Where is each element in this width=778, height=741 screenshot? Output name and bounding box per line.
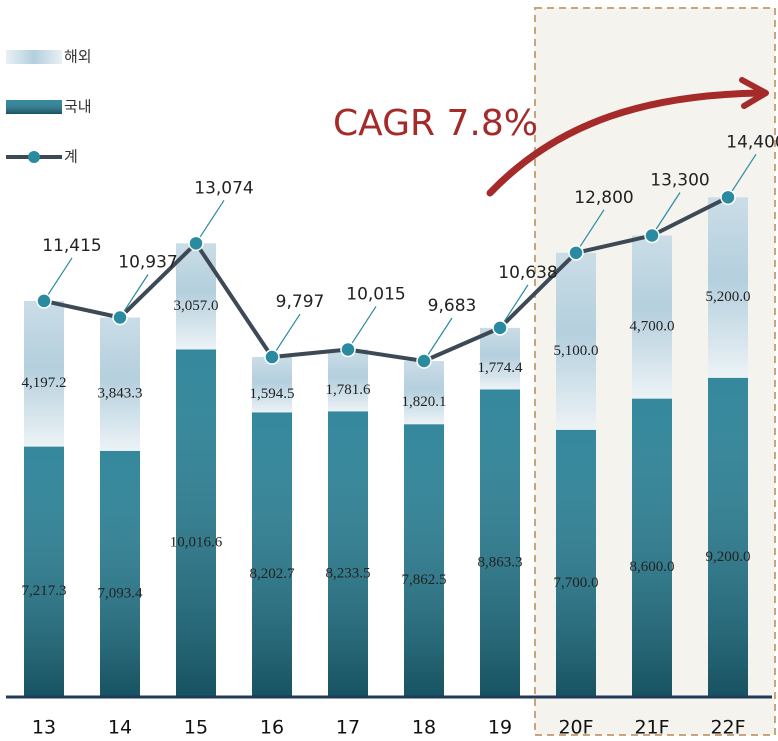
value-label: 1,781.6 [326, 382, 372, 398]
total-label: 10,015 [346, 284, 405, 304]
leader-line [727, 153, 757, 198]
value-label: 3,057.0 [174, 298, 219, 314]
value-label: 3,843.3 [98, 386, 143, 402]
bar-shade [24, 446, 64, 697]
x-tick-label: 13 [32, 717, 56, 739]
value-label: 8,233.5 [326, 566, 371, 582]
value-label: 4,700.0 [630, 318, 675, 334]
bar-shade [708, 377, 748, 697]
legend-marker [28, 151, 40, 163]
marker [720, 189, 736, 206]
annotation: CAGR 7.8% [333, 103, 538, 144]
x-tick-label: 19 [488, 717, 512, 739]
marker [36, 293, 52, 309]
bar-shade [252, 357, 292, 413]
leader-line [43, 257, 73, 302]
total-label: 9,683 [428, 296, 477, 316]
total-label: 11,415 [42, 236, 101, 256]
bar-shade [24, 300, 64, 447]
value-label: 8,600.0 [630, 559, 675, 575]
x-tick-label: 16 [260, 717, 284, 739]
bar-shade [708, 197, 748, 378]
cagr-arrow [486, 89, 764, 197]
x-tick-label: 22F [710, 717, 745, 739]
value-label: 5,100.0 [554, 343, 599, 359]
bar-shade [480, 389, 520, 697]
value-label: 4,197.2 [22, 375, 67, 391]
leader-line [347, 306, 377, 350]
value-label: 10,016.6 [170, 535, 223, 551]
value-label: 7,862.5 [402, 572, 447, 588]
cagr-arrow-head [739, 77, 769, 109]
x-tick-label: 18 [412, 717, 436, 739]
total-label: 10,937 [118, 252, 177, 272]
value-label: 5,200.0 [706, 289, 751, 305]
value-label: 1,820.1 [402, 394, 447, 410]
total-label: 12,800 [574, 188, 633, 208]
total-label: 13,074 [194, 178, 253, 198]
leader-line [499, 284, 529, 329]
total-line [43, 195, 729, 363]
value-label: 8,202.7 [250, 566, 296, 582]
legend-label: 국내 [64, 98, 92, 116]
legend-swatch-shade [6, 100, 62, 114]
leader-line [423, 317, 453, 362]
leader-line [195, 200, 225, 244]
leader-line [575, 209, 605, 254]
bar-shade [632, 398, 672, 697]
x-tick-label: 20F [558, 717, 593, 739]
bar-shade [328, 349, 368, 412]
value-label: 1,774.4 [478, 360, 524, 376]
total-label: 10,638 [498, 263, 557, 283]
bar-shade [252, 412, 292, 697]
value-label: 9,200.0 [706, 549, 751, 565]
legend-swatch-shade [6, 50, 62, 64]
value-label: 7,093.4 [98, 585, 144, 601]
leader-line [651, 192, 681, 236]
bar-shade [404, 424, 444, 697]
total-label: 14,400 [726, 132, 778, 152]
x-tick-label: 21F [634, 717, 669, 739]
bar-shade [480, 327, 520, 390]
value-label: 1,594.5 [250, 386, 295, 402]
bar-shade [556, 252, 596, 430]
bar-shade [404, 361, 444, 425]
legend-label: 해외 [64, 48, 92, 66]
total-label: 13,300 [650, 170, 709, 190]
value-label: 7,217.3 [22, 583, 67, 599]
marker [644, 227, 660, 244]
marker [492, 320, 508, 336]
marker [340, 341, 356, 358]
bar-shade [176, 349, 216, 697]
x-tick-label: 14 [108, 717, 132, 739]
legend-label: 계 [64, 148, 78, 166]
marker [188, 235, 204, 252]
leader-line [271, 313, 301, 358]
value-label: 7,700.0 [554, 575, 599, 591]
value-label: 8,863.3 [478, 555, 523, 571]
bar-shade [556, 429, 596, 697]
total-label: 9,797 [276, 292, 325, 312]
x-tick-label: 15 [184, 717, 208, 739]
x-tick-label: 17 [336, 717, 360, 739]
bar-shade [100, 450, 140, 697]
bar-shade [632, 235, 672, 399]
marker [568, 245, 584, 261]
marker [264, 349, 280, 365]
plot: 7,217.3 4,197.2 13 7,093.4 3,843.3 14 10,016.6… [6, 48, 778, 739]
marker [112, 309, 128, 326]
marker [416, 353, 432, 369]
leader-line [119, 274, 149, 318]
bar-shade [328, 411, 368, 697]
bar-shade [100, 317, 140, 451]
